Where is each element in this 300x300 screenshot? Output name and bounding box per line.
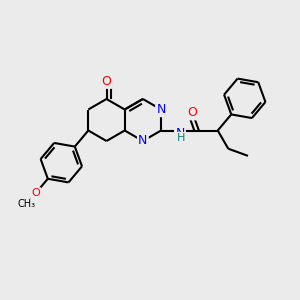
Text: CH₃: CH₃ xyxy=(17,200,35,209)
Text: N: N xyxy=(175,127,184,140)
Text: O: O xyxy=(188,106,197,119)
Text: O: O xyxy=(102,75,111,88)
Text: N: N xyxy=(156,103,166,116)
Text: H: H xyxy=(177,133,186,143)
Text: O: O xyxy=(32,188,40,198)
Text: N: N xyxy=(138,134,148,148)
